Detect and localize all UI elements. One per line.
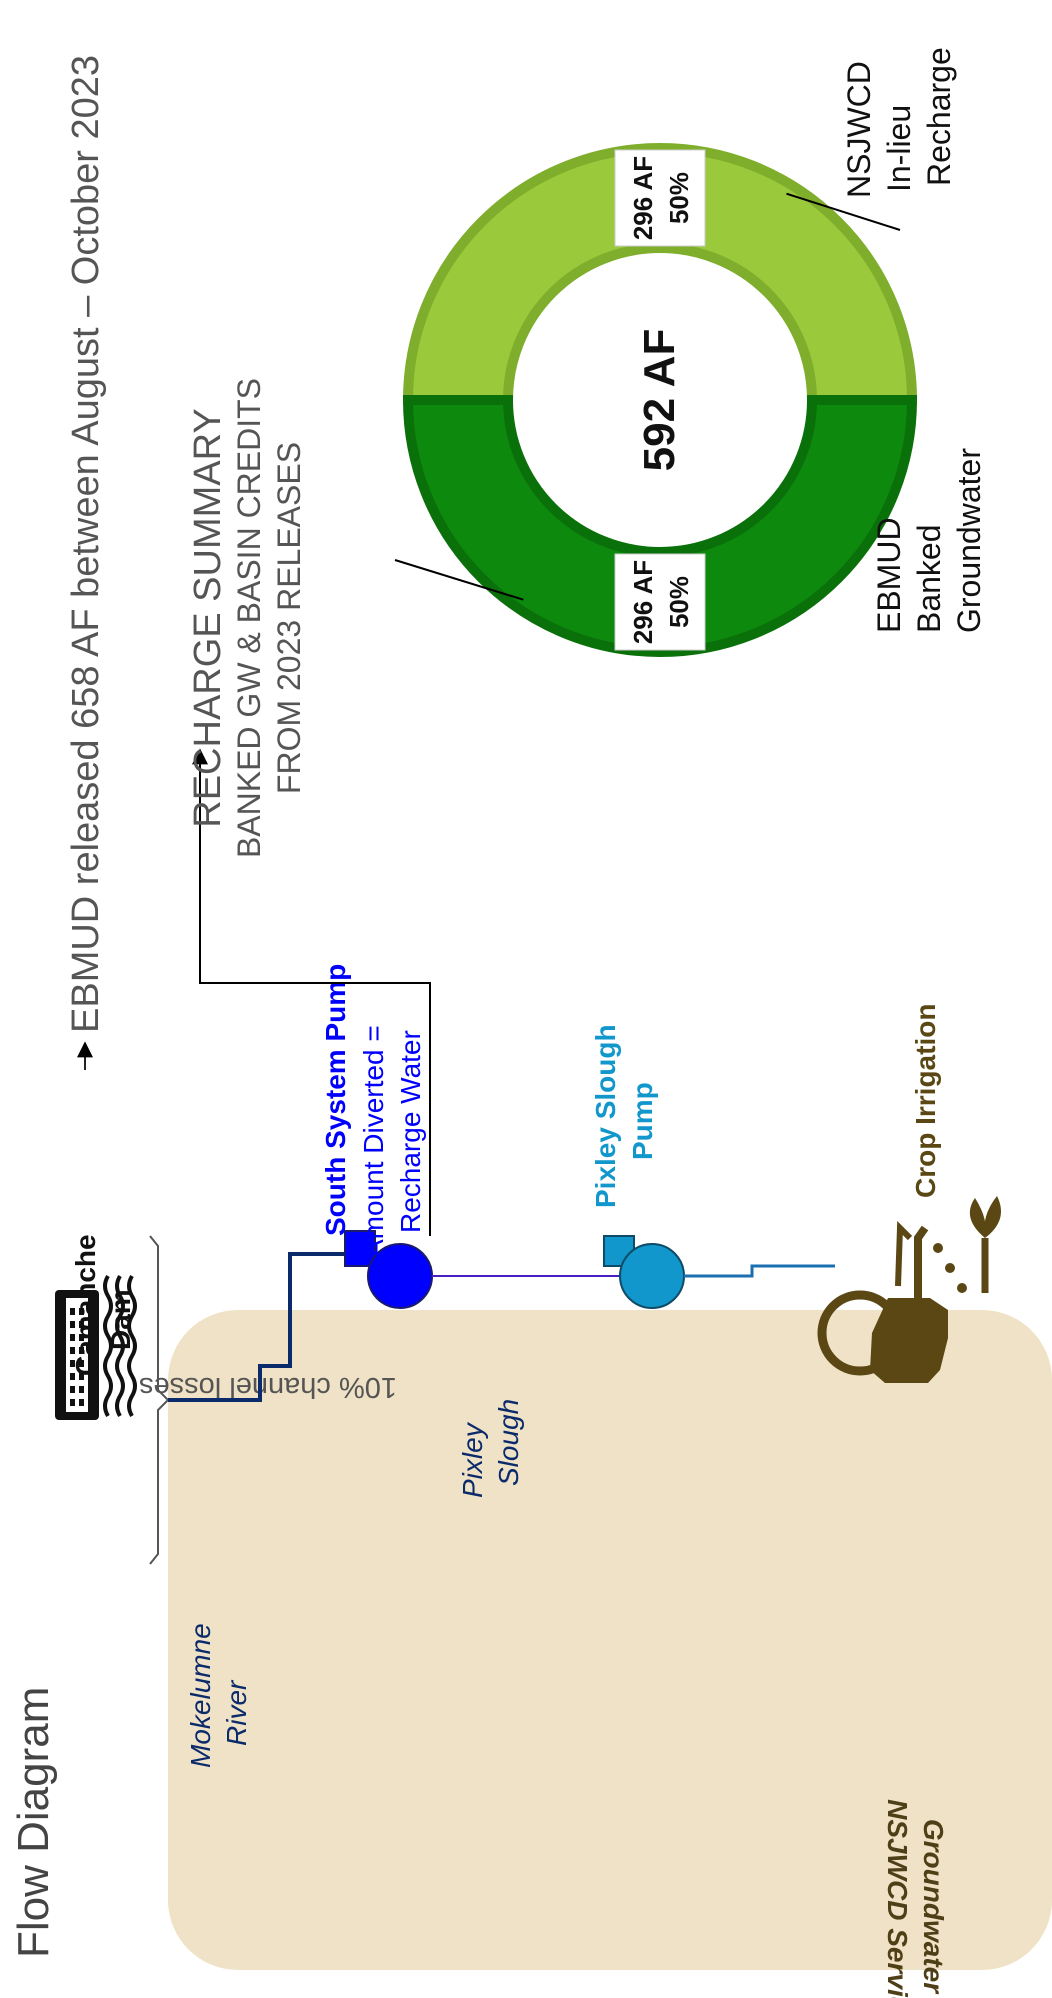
- donut-category-label-0-2: Recharge: [921, 47, 957, 186]
- watering-can-icon: [817, 1220, 967, 1383]
- page-title: Flow Diagram: [9, 1687, 58, 1958]
- service-area-label-line1: Groundwater Basin: [918, 1819, 949, 1998]
- source-label-line1: Camanche: [70, 1234, 101, 1376]
- recharge-connector-arrow: [192, 748, 431, 1236]
- river-label-line2: River: [221, 1679, 252, 1746]
- sprout-icon: [969, 1196, 1001, 1293]
- donut-value-box-1: [614, 553, 706, 651]
- service-area-label-line2: NSJWCD Service Area: [882, 1799, 913, 1998]
- summary-line1: BANKED GW & BASIN CREDITS: [231, 378, 267, 858]
- crop-irrigation-label: Crop Irrigation: [910, 1004, 941, 1198]
- donut-slice-0: [402, 143, 918, 405]
- donut-category-label-0-0: NSJWCD: [841, 61, 877, 198]
- donut-percent-label-1: 50%: [664, 576, 694, 628]
- south-pump-line1: Amount Diverted =: [358, 1025, 389, 1258]
- donut-category-label-0-1: In-lieu: [881, 105, 917, 192]
- south-pump-line2: Recharge Water: [395, 1030, 426, 1233]
- slough-label-line1: Pixley: [457, 1421, 488, 1498]
- south-system-pump-icon: [344, 1230, 433, 1309]
- service-area-background: [168, 1310, 1052, 1970]
- donut-slice-1: [402, 395, 918, 657]
- donut-center-label: 592 AF: [635, 329, 684, 472]
- donut-category-label-1-2: Groundwater: [951, 448, 987, 633]
- mokelumne-river-line: [168, 1252, 345, 1402]
- summary-line2: FROM 2023 RELEASES: [271, 442, 307, 794]
- south-pump-title: South System Pump: [320, 964, 351, 1236]
- pixley-pump-line1: Pixley Slough: [590, 1024, 621, 1208]
- dam-icon: [55, 1274, 137, 1420]
- irrigation-line: [684, 1264, 835, 1278]
- donut-leader-line-1: [394, 559, 524, 601]
- donut-leader-line-0: [786, 192, 901, 231]
- donut-category-label-1-1: Banked: [911, 524, 947, 633]
- donut-value-label-0: 296 AF: [628, 156, 658, 240]
- donut-value-label-1: 296 AF: [628, 560, 658, 644]
- pixley-pump-line2: Pump: [627, 1082, 658, 1160]
- donut-percent-label-0: 50%: [664, 172, 694, 224]
- pixley-slough-pump-icon: [603, 1235, 685, 1309]
- channel-losses-label: 10% channel losses: [139, 1371, 397, 1403]
- source-label-line2: Dam: [105, 1289, 136, 1350]
- headline-text: EBMUD released 658 AF between August – O…: [65, 55, 107, 1033]
- donut-value-box-0: [614, 149, 706, 247]
- slough-label-line2: Slough: [493, 1399, 524, 1486]
- river-label-line1: Mokelumne: [185, 1623, 216, 1768]
- donut-category-label-1-0: EBMUD: [871, 517, 907, 633]
- summary-title: RECHARGE SUMMARY: [187, 408, 229, 827]
- service-area-label: Groundwater Basin NSJWCD Service Area: [882, 1799, 949, 1998]
